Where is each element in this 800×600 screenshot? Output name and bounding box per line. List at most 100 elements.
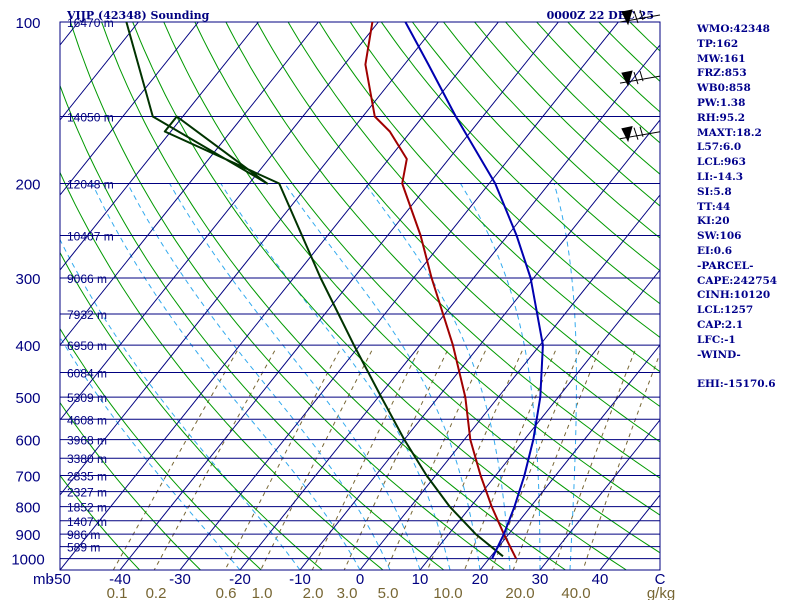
- plot-frame: [59, 21, 661, 571]
- wind-barb: [619, 126, 661, 143]
- stat-sw: SW:106: [697, 230, 742, 243]
- moist-adiabat: [127, 183, 391, 570]
- stat-parcel-header: -PARCEL-: [697, 259, 754, 272]
- wind-barb-feather: [639, 71, 644, 82]
- stat-wind-header: -WIND-: [697, 348, 741, 361]
- dry-adiabat: [60, 474, 140, 570]
- wind-barb: [619, 9, 661, 26]
- pressure-tick-label: 800: [15, 500, 40, 517]
- temperature-tick-label: 20: [472, 571, 489, 588]
- isotherm: [239, 44, 660, 570]
- dry-adiabat: [70, 22, 505, 570]
- mixing-ratio-line: [153, 350, 276, 570]
- dry-adiabat: [60, 251, 323, 570]
- dry-adiabat: [225, 22, 660, 479]
- stat-rh: RH:95.2: [697, 111, 746, 124]
- dry-adiabat: [60, 327, 262, 570]
- temperature-tick-label: -30: [169, 571, 191, 588]
- height-label: 5309 m: [67, 391, 107, 405]
- pressure-tick-label: 700: [15, 469, 40, 486]
- moist-adiabat: [220, 183, 451, 570]
- temperature-tick-label: -40: [109, 571, 131, 588]
- chart-title: VIJP (42348) Sounding: [66, 9, 210, 22]
- stat-li: LI:-14.3: [697, 170, 744, 183]
- wind-barb-feather: [639, 9, 644, 21]
- stat-ei: EI:0.6: [697, 244, 733, 257]
- stat-cinh: CINH:10120: [697, 289, 771, 302]
- wind-barb-feather: [633, 127, 639, 140]
- isotherm: [479, 344, 660, 570]
- isotherm: [60, 22, 439, 496]
- mixing-ratio-label: 20.0: [505, 585, 534, 600]
- temperature-profile: [364, 22, 517, 560]
- stat-cape: CAPE:242754: [697, 274, 778, 287]
- wind-barb: [619, 70, 661, 87]
- stat-lfc: LFC:-1: [697, 333, 736, 346]
- temperature-tick-label: -50: [49, 571, 71, 588]
- dry-adiabat: [443, 22, 660, 239]
- mixing-ratio-label: 0.6: [216, 585, 237, 600]
- valid-time: 0000Z 22 DEC 25: [547, 9, 654, 22]
- stat-mw: MW:161: [697, 52, 746, 65]
- stat-si: SI:5.8: [697, 185, 732, 198]
- isotherm: [419, 269, 660, 570]
- temperature-tick-label: 30: [532, 571, 549, 588]
- stat-blank: [697, 362, 800, 377]
- dry-adiabat: [349, 22, 660, 338]
- mixing-ratio-line: [386, 350, 486, 570]
- dry-adiabat: [194, 22, 660, 516]
- stat-maxt: MAXT:18.2: [697, 126, 762, 139]
- dry-adiabat: [318, 22, 660, 373]
- height-label: 6084 m: [67, 367, 107, 381]
- isotherm: [179, 22, 619, 570]
- isotherm: [60, 22, 499, 570]
- isotherm: [60, 22, 199, 196]
- stat-l57: L57:6.0: [697, 141, 742, 154]
- mixing-ratio-line: [343, 350, 448, 570]
- mixing-ratio-line: [553, 350, 636, 570]
- stat-cap: CAP:2.1: [697, 318, 744, 331]
- mixing-ratio-line: [224, 350, 340, 570]
- height-label: 3968 m: [67, 434, 107, 448]
- stats-panel: WMO:42348 TP:162 MW:161 FRZ:853 WB0:858 …: [697, 22, 800, 392]
- mixing-ratio-label: 40.0: [561, 585, 590, 600]
- temperature-tick-label: -10: [289, 571, 311, 588]
- pressure-tick-label: 900: [15, 527, 40, 544]
- dry-adiabat: [536, 22, 660, 144]
- temperature-tick-label: -20: [229, 571, 251, 588]
- height-label: 10407 m: [67, 230, 114, 244]
- temperature-tick-label: C: [655, 571, 666, 588]
- moist-adiabat: [460, 183, 541, 570]
- height-label: 4608 m: [67, 413, 107, 427]
- height-label: 2327 m: [67, 486, 107, 500]
- dry-adiabat: [132, 22, 627, 570]
- height-label: 9066 m: [67, 272, 107, 286]
- wind-barb-flag: [621, 126, 633, 143]
- mixing-ratio-label: 1.0: [252, 585, 273, 600]
- pressure-unit-label: mb: [33, 571, 54, 588]
- wind-barb-feather: [633, 71, 639, 85]
- isotherm: [299, 119, 660, 570]
- stat-ki: KI:20: [697, 215, 730, 228]
- mixing-ratio-line: [112, 350, 238, 570]
- dry-adiabat: [411, 22, 660, 272]
- pressure-tick-label: 400: [15, 338, 40, 355]
- stat-parcel-lcl: LCL:1257: [697, 304, 754, 317]
- pressure-tick-label: 1000: [11, 552, 44, 569]
- moist-adiabat: [364, 183, 511, 570]
- moist-adiabat: [169, 183, 421, 570]
- pressure-tick-label: 200: [15, 177, 40, 194]
- stat-lcl: LCL:963: [697, 156, 746, 169]
- mixing-ratio-label: 5.0: [378, 585, 399, 600]
- moist-adiabat: [91, 183, 361, 570]
- height-label: 16470 m: [67, 16, 114, 30]
- wind-barb-flag: [621, 70, 633, 87]
- stat-wmo: WMO:42348: [697, 23, 770, 35]
- mixing-ratio-line: [512, 350, 600, 570]
- dry-adiabat: [505, 22, 660, 175]
- wind-barb-feather: [633, 10, 639, 24]
- wind-barb-feather: [639, 126, 644, 137]
- height-label: 14050 m: [67, 110, 114, 124]
- dry-adiabat: [101, 22, 566, 570]
- dry-adiabat: [60, 171, 384, 570]
